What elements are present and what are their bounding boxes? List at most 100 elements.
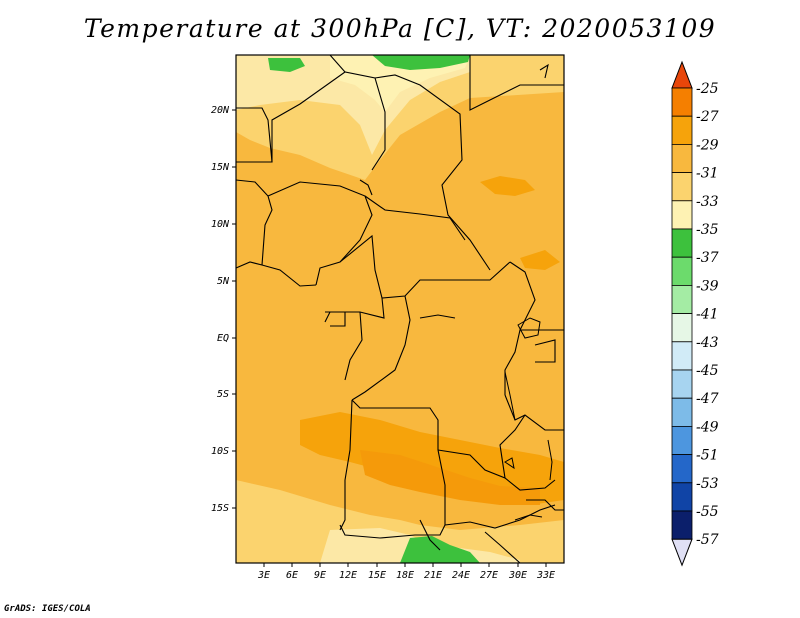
colorbar-labels: -25 -27 -29 -31 -33 -35 -37 -39 -41 -43 -45 -47 -49 -… (696, 81, 719, 548)
colorbar-label: -41 (696, 307, 719, 323)
colorbar-top-triangle (671, 60, 693, 89)
map-border-19 (499, 414, 526, 479)
lon-label-15e: 15E (368, 570, 386, 581)
lon-label-30e: 30E (508, 570, 527, 581)
colorbar-label: -55 (696, 504, 719, 520)
map-lake-kariba (514, 514, 543, 521)
colorbar-segment (671, 143, 693, 173)
map-border-2 (271, 71, 386, 171)
colorbar-label: -25 (696, 81, 719, 97)
colorbar-label: -29 (696, 137, 719, 153)
colorbar-label: -51 (696, 448, 719, 464)
colorbar-segment (671, 369, 693, 399)
latitude-axis: 20N 15N 10N 5N EQ 5S 10S 15S (211, 105, 236, 514)
map-border-29 (539, 63, 549, 79)
map-field-patch-ne (480, 176, 535, 196)
map-border-23 (504, 394, 564, 431)
map-border-9 (235, 261, 317, 287)
colorbar-label: -31 (696, 166, 719, 182)
lat-label-5s: 5S (217, 389, 229, 400)
map-field-south-dark (300, 412, 564, 505)
colorbar-segment (671, 397, 693, 427)
map-border-5 (469, 55, 564, 111)
lat-label-20n: 20N (211, 105, 230, 116)
map-field-north-pale (330, 55, 470, 112)
map-border-28 (526, 499, 564, 511)
colorbar-segments (671, 60, 693, 567)
colorbar-label: -45 (696, 363, 719, 379)
colorbar-segment (671, 115, 693, 145)
colorbar-segment (671, 454, 693, 484)
map-lake-victoria (517, 317, 541, 339)
lon-label-18e: 18E (396, 570, 414, 581)
map-border-26 (484, 531, 521, 564)
colorbar-segment (671, 510, 693, 540)
lat-label-15s: 15S (211, 503, 229, 514)
lon-label-12e: 12E (339, 570, 357, 581)
colorbar-segment (671, 482, 693, 512)
map-lake-malawi (547, 439, 553, 481)
lat-label-eq: EQ (217, 333, 229, 344)
colorbar-label: -43 (696, 335, 719, 351)
lon-label-6e: 6E (286, 570, 298, 581)
colorbar-bottom-triangle (671, 538, 693, 567)
lon-label-21e: 21E (424, 570, 442, 581)
longitude-axis: 3E 6E 9E 12E 15E 18E 21E 24E 27E 30E 33E (257, 563, 555, 581)
map-border-22 (534, 339, 556, 363)
map-field-green-n (372, 55, 470, 70)
map-border-4 (374, 74, 491, 271)
lon-label-24e: 24E (452, 570, 470, 581)
map-lake-tanganyika (504, 371, 516, 421)
map-lake-congo-basin (419, 314, 456, 319)
colorbar-segment (671, 172, 693, 202)
map-border-17 (339, 399, 353, 531)
colorbar-segment (671, 256, 693, 286)
colorbar-segment (671, 200, 693, 230)
map-border-1 (236, 107, 273, 163)
map-border-13 (344, 311, 363, 381)
colorbar-segment (671, 87, 693, 117)
map-lake-mweru (504, 457, 515, 470)
colorbar-label: -47 (696, 391, 719, 407)
lon-label-9e: 9E (314, 570, 326, 581)
lat-label-5n: 5N (217, 276, 230, 287)
map-border-8 (364, 195, 466, 241)
map-border-7 (267, 181, 373, 286)
colorbar-segment (671, 228, 693, 258)
lon-label-27e: 27E (480, 570, 498, 581)
map-frame (235, 54, 565, 564)
map-border-15 (351, 399, 439, 450)
colorbar-segment (671, 284, 693, 314)
map-field-south-light (236, 480, 564, 563)
lon-label-3e: 3E (257, 570, 270, 581)
map-field-green-nw (268, 58, 305, 72)
lat-label-10n: 10N (211, 219, 230, 230)
colorbar-segment (671, 425, 693, 455)
colorbar-label: -33 (696, 194, 719, 210)
lat-label-10s: 10S (211, 446, 229, 457)
map-field-patch-e (520, 250, 560, 270)
lon-label-33e: 33E (536, 570, 555, 581)
lat-label-15n: 15N (211, 162, 230, 173)
map-border-6 (235, 179, 273, 266)
colorbar-label: -35 (696, 222, 719, 238)
map-border-14 (351, 295, 411, 401)
colorbar-segment (671, 313, 693, 343)
colorbar-label: -39 (696, 278, 719, 294)
colorbar-label: -49 (696, 419, 719, 435)
map-border-27 (359, 179, 373, 196)
colorbar-segment (671, 341, 693, 371)
map-border-25 (419, 519, 441, 551)
chart-title: Temperature at 300hPa [C], VT: 202005310… (83, 14, 717, 43)
map-border-24 (444, 504, 556, 529)
colorbar-label: -27 (696, 109, 719, 125)
colorbar-label: -53 (696, 476, 719, 492)
map-border-12 (325, 311, 346, 327)
colorbar-label: -57 (696, 532, 719, 548)
map-border-3 (329, 54, 346, 73)
map-field-south-dark2 (360, 450, 540, 505)
grads-credit: GrADS: IGES/COLA (4, 604, 91, 614)
colorbar-label: -37 (696, 250, 719, 266)
